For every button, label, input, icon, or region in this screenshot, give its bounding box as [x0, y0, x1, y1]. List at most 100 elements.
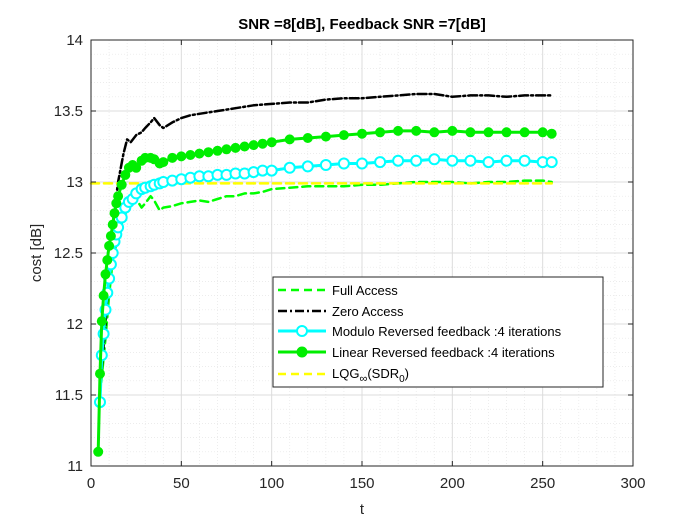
data-point-modulo-reversed-feedback-4-iterations: [392, 154, 405, 167]
data-point-linear-reversed-feedback-4-iterations: [357, 128, 367, 139]
data-point-modulo-reversed-feedback-4-iterations: [319, 159, 332, 171]
series-modulo-reversed-feedback-4-iterations: [94, 153, 558, 409]
data-point-linear-reversed-feedback-4-iterations: [338, 130, 349, 141]
y-tick-label: 12.5: [54, 245, 83, 262]
legend-entry-modulo-reversed: Modulo Reversed feedback :4 iterations: [278, 324, 562, 339]
data-point-linear-reversed-feedback-4-iterations: [284, 134, 295, 145]
data-point-modulo-reversed-feedback-4-iterations: [410, 154, 423, 167]
legend: Full Access Zero Access Modulo Reversed …: [272, 276, 604, 388]
data-point-linear-reversed-feedback-4-iterations: [546, 128, 557, 139]
data-point-linear-reversed-feedback-4-iterations: [266, 137, 277, 148]
data-point-linear-reversed-feedback-4-iterations: [96, 316, 107, 327]
data-point-linear-reversed-feedback-4-iterations: [176, 151, 187, 162]
legend-label-lqg-subscript-0: 0: [399, 374, 405, 385]
legend-label-lqg-subscript: ∞: [359, 373, 367, 385]
legend-label-linear-reversed: Linear Reversed feedback :4 iterations: [332, 345, 555, 360]
data-point-linear-reversed-feedback-4-iterations: [248, 140, 259, 151]
legend-label-full-access: Full Access: [332, 283, 398, 298]
x-tick-label: 250: [530, 475, 555, 492]
data-point-modulo-reversed-feedback-4-iterations: [518, 154, 531, 167]
y-tick-label: 11.5: [55, 387, 83, 404]
y-tick-label: 13: [66, 174, 83, 191]
data-point-linear-reversed-feedback-4-iterations: [102, 255, 113, 266]
data-point-modulo-reversed-feedback-4-iterations: [265, 164, 278, 177]
legend-marker-modulo-reversed: [296, 325, 308, 337]
x-tick-label: 200: [440, 475, 465, 492]
data-point-linear-reversed-feedback-4-iterations: [320, 131, 331, 142]
x-tick-label: 300: [620, 475, 645, 492]
legend-box: [272, 276, 604, 388]
series-zero-access: [98, 92, 553, 390]
data-point-linear-reversed-feedback-4-iterations: [98, 290, 109, 301]
data-point-modulo-reversed-feedback-4-iterations: [283, 161, 296, 174]
data-point-linear-reversed-feedback-4-iterations: [107, 219, 118, 230]
data-point-linear-reversed-feedback-4-iterations: [302, 133, 313, 143]
data-point-linear-reversed-feedback-4-iterations: [230, 142, 241, 153]
data-point-linear-reversed-feedback-4-iterations: [100, 269, 111, 280]
legend-entry-full-access: Full Access: [278, 283, 398, 298]
data-point-linear-reversed-feedback-4-iterations: [131, 162, 142, 173]
data-point-linear-reversed-feedback-4-iterations: [104, 240, 115, 251]
legend-marker-linear-reversed: [296, 346, 308, 358]
data-point-linear-reversed-feedback-4-iterations: [212, 145, 223, 156]
data-point-modulo-reversed-feedback-4-iterations: [374, 156, 387, 169]
data-point-linear-reversed-feedback-4-iterations: [105, 231, 116, 241]
data-point-modulo-reversed-feedback-4-iterations: [301, 160, 314, 173]
x-tick-label: 150: [349, 475, 374, 492]
data-point-linear-reversed-feedback-4-iterations: [93, 446, 104, 457]
x-tick-label: 50: [173, 475, 190, 492]
legend-entry-lqg: LQG∞(SDR0): [278, 366, 409, 385]
legend-label-zero-access: Zero Access: [332, 304, 404, 319]
x-tick-label: 0: [87, 475, 95, 492]
data-point-linear-reversed-feedback-4-iterations: [393, 125, 404, 136]
y-axis-label: cost [dB]: [28, 224, 45, 282]
y-tick-label: 12: [66, 316, 83, 333]
data-point-linear-reversed-feedback-4-iterations: [429, 127, 440, 138]
data-point-linear-reversed-feedback-4-iterations: [375, 127, 386, 138]
x-axis-label: t: [360, 501, 365, 518]
data-point-linear-reversed-feedback-4-iterations: [185, 150, 196, 160]
legend-label-lqg-open: (SDR: [367, 366, 399, 381]
data-point-linear-reversed-feedback-4-iterations: [113, 191, 124, 202]
series-linear-reversed-feedback-4-iterations: [93, 125, 557, 457]
data-point-linear-reversed-feedback-4-iterations: [203, 147, 214, 158]
data-point-linear-reversed-feedback-4-iterations: [109, 208, 120, 219]
legend-label-lqg: LQG∞(SDR0): [332, 366, 409, 385]
data-point-linear-reversed-feedback-4-iterations: [537, 127, 548, 138]
data-point-linear-reversed-feedback-4-iterations: [194, 148, 205, 159]
legend-entry-linear-reversed: Linear Reversed feedback :4 iterations: [278, 345, 555, 360]
series-layer: [89, 92, 558, 457]
legend-entry-zero-access: Zero Access: [278, 304, 404, 319]
data-point-modulo-reversed-feedback-4-iterations: [500, 154, 513, 167]
data-point-linear-reversed-feedback-4-iterations: [447, 125, 458, 136]
tick-layer: 0 50 100 150 200 250 300 11 11.5 12 12.5 13 13.5 14: [54, 32, 646, 492]
data-point-linear-reversed-feedback-4-iterations: [221, 144, 232, 155]
data-point-linear-reversed-feedback-4-iterations: [411, 125, 422, 136]
data-point-linear-reversed-feedback-4-iterations: [239, 141, 250, 152]
data-point-linear-reversed-feedback-4-iterations: [519, 127, 530, 138]
y-tick-label: 14: [66, 32, 83, 49]
series-line-zero-access: [98, 92, 553, 390]
x-tick-label: 100: [259, 475, 284, 492]
legend-label-lqg-main: LQG: [332, 366, 359, 381]
data-point-linear-reversed-feedback-4-iterations: [95, 368, 105, 379]
chart-title: SNR =8[dB], Feedback SNR =7[dB]: [238, 16, 486, 33]
data-point-modulo-reversed-feedback-4-iterations: [446, 154, 459, 167]
data-point-modulo-reversed-feedback-4-iterations: [356, 157, 368, 170]
legend-label-modulo-reversed: Modulo Reversed feedback :4 iterations: [332, 324, 562, 339]
data-point-modulo-reversed-feedback-4-iterations: [464, 154, 477, 167]
data-point-linear-reversed-feedback-4-iterations: [167, 152, 178, 163]
y-tick-label: 11: [67, 458, 83, 475]
data-point-modulo-reversed-feedback-4-iterations: [482, 156, 495, 169]
data-point-modulo-reversed-feedback-4-iterations: [428, 153, 441, 166]
data-point-modulo-reversed-feedback-4-iterations: [545, 156, 558, 169]
data-point-linear-reversed-feedback-4-iterations: [501, 127, 512, 138]
data-point-linear-reversed-feedback-4-iterations: [158, 157, 169, 168]
data-point-linear-reversed-feedback-4-iterations: [483, 127, 494, 138]
data-point-linear-reversed-feedback-4-iterations: [465, 127, 476, 138]
data-point-linear-reversed-feedback-4-iterations: [257, 138, 268, 149]
data-point-modulo-reversed-feedback-4-iterations: [337, 157, 350, 170]
legend-label-lqg-close: ): [405, 366, 409, 381]
